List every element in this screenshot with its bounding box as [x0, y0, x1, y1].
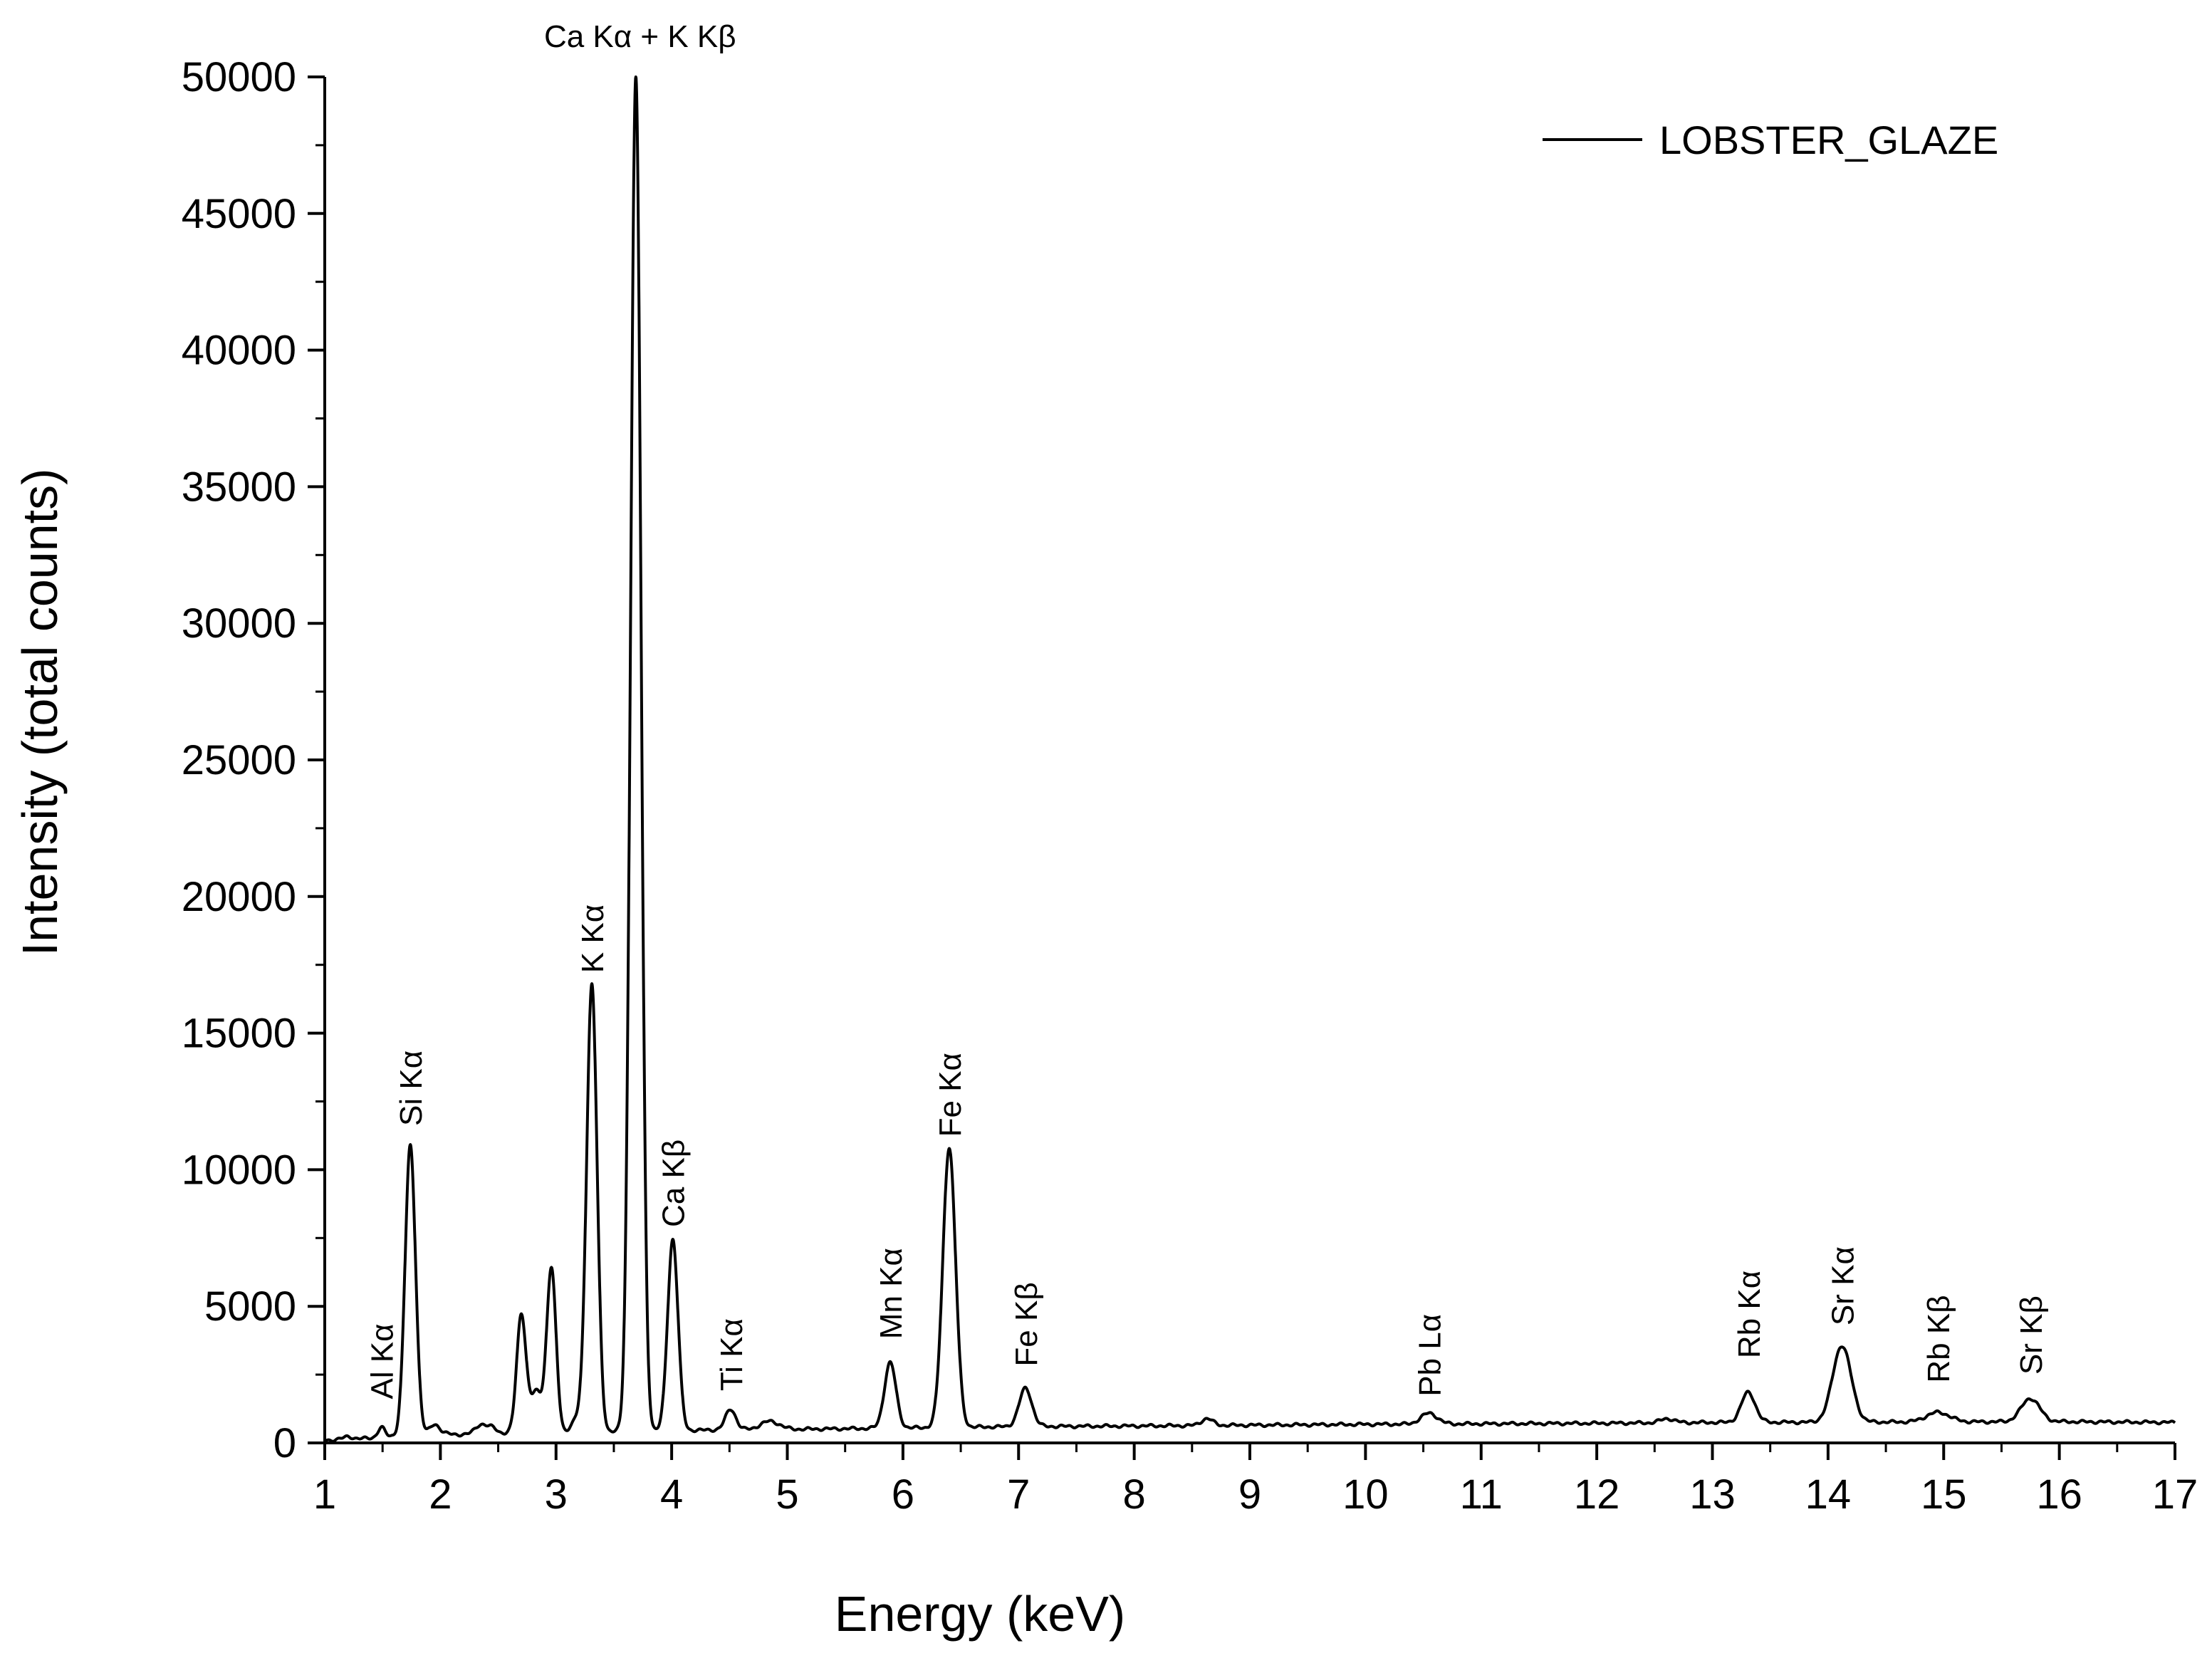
y-tick-label: 5000 — [204, 1283, 296, 1330]
legend-entry-label: LOBSTER_GLAZE — [1659, 118, 1998, 162]
peak-annotations: Al Kα Si Kα K Kα Ca Kα + K Kβ Ca Kβ Ti Kα Mn K… — [365, 19, 2049, 1399]
x-tick-label: 5 — [776, 1471, 798, 1518]
x-tick-label: 4 — [660, 1471, 683, 1518]
x-tick-label: 1 — [313, 1471, 336, 1518]
peak-label: K Kα — [575, 904, 610, 973]
y-axis: 0 5000 10000 15000 20000 25000 30000 35000 40000… — [182, 54, 326, 1466]
x-tick-label: 3 — [545, 1471, 568, 1518]
y-tick-label: 35000 — [182, 464, 296, 510]
x-axis: 1 2 3 4 5 6 7 8 9 10 11 12 13 14 15 16 17 — [313, 1441, 2198, 1518]
y-axis-title: Intensity (total counts) — [12, 469, 68, 956]
peak-label: Rb Kα — [1732, 1271, 1767, 1358]
x-tick-label: 17 — [2152, 1471, 2198, 1518]
peak-label: Al Kα — [365, 1323, 400, 1399]
peak-label: Ca Kβ — [657, 1140, 692, 1227]
x-tick-label: 13 — [1689, 1471, 1736, 1518]
x-tick-label: 11 — [1460, 1471, 1503, 1518]
x-tick-label: 10 — [1342, 1471, 1389, 1518]
peak-label: Rb Kβ — [1921, 1295, 1956, 1382]
spectrum-line — [323, 75, 2176, 1443]
x-tick-label: 14 — [1805, 1471, 1852, 1518]
x-tick-label: 16 — [2036, 1471, 2082, 1518]
x-tick-label: 12 — [1574, 1471, 1620, 1518]
peak-label: Si Kα — [394, 1050, 429, 1126]
peak-label: Sr Kα — [1825, 1246, 1860, 1325]
y-tick-label: 15000 — [182, 1011, 296, 1057]
peak-label: Fe Kα — [933, 1053, 968, 1137]
x-tick-label: 8 — [1122, 1471, 1145, 1518]
x-tick-label: 6 — [892, 1471, 914, 1518]
peak-label: Pb Lα — [1413, 1314, 1448, 1397]
x-tick-label: 9 — [1238, 1471, 1261, 1518]
y-tick-label: 0 — [273, 1420, 296, 1466]
peak-label: Sr Kβ — [2014, 1295, 2049, 1375]
peak-label: Ti Kα — [714, 1318, 749, 1391]
peak-label: Fe Kβ — [1009, 1282, 1044, 1366]
y-tick-label: 10000 — [182, 1147, 296, 1193]
y-tick-label: 25000 — [182, 737, 296, 783]
y-tick-label: 30000 — [182, 600, 296, 647]
x-tick-label: 15 — [1921, 1471, 1967, 1518]
x-tick-label: 7 — [1007, 1471, 1030, 1518]
x-tick-label: 2 — [429, 1471, 452, 1518]
legend: LOBSTER_GLAZE — [1543, 118, 1998, 162]
y-tick-label: 40000 — [182, 328, 296, 374]
peak-label: Ca Kα + K Kβ — [544, 19, 736, 54]
peak-label: Mn Kα — [874, 1248, 909, 1339]
y-tick-label: 45000 — [182, 191, 296, 237]
y-tick-label: 20000 — [182, 874, 296, 920]
x-axis-title: Energy (keV) — [835, 1586, 1125, 1642]
y-tick-label: 50000 — [182, 54, 296, 100]
